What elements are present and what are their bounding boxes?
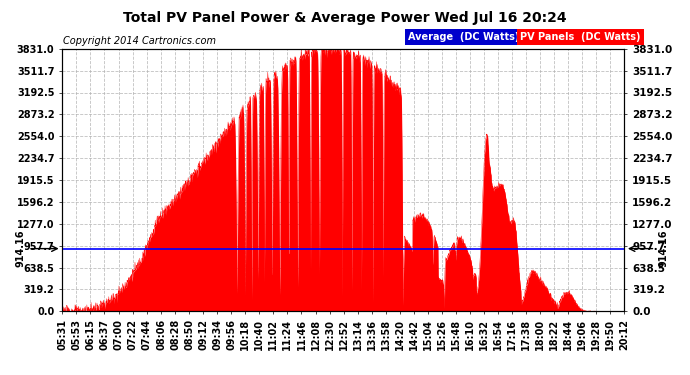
Text: Average  (DC Watts): Average (DC Watts) (408, 32, 520, 42)
Text: Total PV Panel Power & Average Power Wed Jul 16 20:24: Total PV Panel Power & Average Power Wed… (124, 11, 566, 25)
Text: 914.16: 914.16 (16, 230, 26, 267)
Text: 914.16: 914.16 (658, 230, 668, 267)
Text: Copyright 2014 Cartronics.com: Copyright 2014 Cartronics.com (63, 36, 216, 46)
Text: PV Panels  (DC Watts): PV Panels (DC Watts) (520, 32, 641, 42)
